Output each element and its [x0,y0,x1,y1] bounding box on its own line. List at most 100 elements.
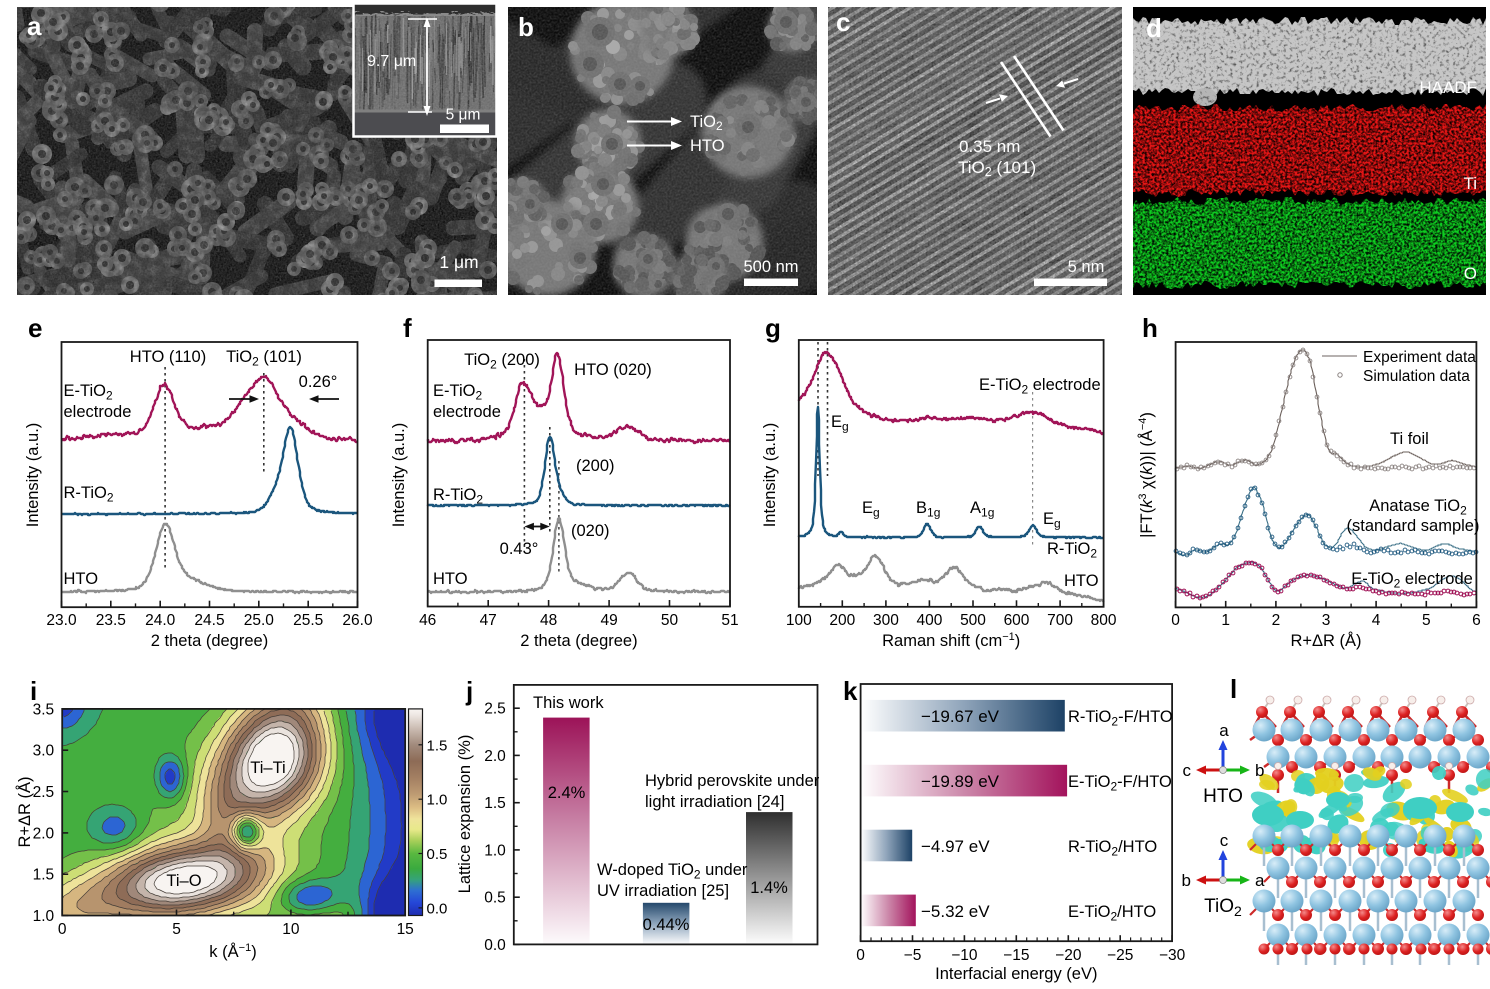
svg-text:2 theta (degree): 2 theta (degree) [151,632,268,650]
svg-text:5: 5 [1422,612,1431,629]
svg-text:TiO2 (200): TiO2 (200) [464,351,540,372]
svg-text:f: f [403,313,412,343]
svg-text:0.5: 0.5 [427,846,448,863]
svg-text:HTO: HTO [1064,572,1099,590]
svg-text:25.0: 25.0 [244,612,275,629]
svg-text:HAADF: HAADF [1419,78,1477,97]
svg-text:a: a [1255,871,1265,890]
svg-text:2.5: 2.5 [33,784,55,801]
svg-text:R-TiO2: R-TiO2 [1047,540,1097,561]
svg-text:5 μm: 5 μm [446,107,481,124]
svg-text:−5.32 eV: −5.32 eV [921,902,990,921]
svg-text:2.5: 2.5 [484,701,506,718]
svg-text:j: j [465,676,473,706]
svg-text:W-doped TiO2 under: W-doped TiO2 under [597,861,748,882]
svg-text:light irradiation [24]: light irradiation [24] [645,793,784,811]
svg-text:0: 0 [1171,612,1180,629]
svg-text:500: 500 [960,612,986,629]
svg-text:TiO2: TiO2 [1204,896,1242,919]
svg-text:R-TiO2/HTO: R-TiO2/HTO [1068,838,1157,859]
svg-text:Raman shift (cm−1): Raman shift (cm−1) [882,631,1020,650]
svg-text:g: g [765,313,781,343]
svg-text:2.4%: 2.4% [548,784,586,802]
svg-text:R-TiO2: R-TiO2 [64,484,114,505]
svg-text:h: h [1142,313,1158,343]
svg-text:R-TiO2: R-TiO2 [433,486,483,507]
svg-text:5 nm: 5 nm [1068,258,1105,276]
svg-text:A1g: A1g [970,499,994,520]
svg-text:1 μm: 1 μm [439,252,478,272]
svg-text:3.0: 3.0 [33,743,55,760]
svg-text:B1g: B1g [916,499,940,520]
svg-text:Ti foil: Ti foil [1390,430,1429,448]
svg-text:TiO2 (101): TiO2 (101) [226,348,302,369]
svg-text:23.0: 23.0 [46,612,77,629]
svg-text:700: 700 [1047,612,1073,629]
svg-text:(020): (020) [571,522,610,540]
svg-text:600: 600 [1004,612,1030,629]
svg-text:Intensity (a.u.): Intensity (a.u.) [390,423,408,528]
svg-text:E-TiO2: E-TiO2 [64,382,113,403]
svg-text:−10: −10 [951,947,978,964]
svg-text:9.7 μm: 9.7 μm [367,53,416,70]
svg-text:c: c [1183,761,1192,780]
svg-text:HTO: HTO [690,137,725,155]
svg-text:50: 50 [661,612,679,629]
svg-text:electrode: electrode [64,403,132,421]
svg-text:k: k [843,676,858,706]
svg-text:2.0: 2.0 [484,748,506,765]
svg-text:0.0: 0.0 [484,937,506,954]
svg-text:1: 1 [1221,612,1230,629]
svg-text:Hybrid perovskite under: Hybrid perovskite under [645,772,820,790]
svg-text:0: 0 [856,947,865,964]
svg-text:24.5: 24.5 [194,612,224,629]
svg-text:800: 800 [1091,612,1117,629]
svg-text:−19.89 eV: −19.89 eV [921,772,1000,791]
svg-text:1.5: 1.5 [33,867,55,884]
svg-text:47: 47 [480,612,497,629]
svg-text:500 nm: 500 nm [743,258,798,276]
svg-text:−4.97 eV: −4.97 eV [921,837,990,856]
svg-text:Simulation data: Simulation data [1363,368,1470,385]
svg-text:d: d [1146,13,1162,43]
svg-text:−15: −15 [1003,947,1029,964]
svg-text:25.5: 25.5 [293,612,323,629]
svg-text:1.0: 1.0 [427,792,448,809]
svg-text:46: 46 [419,612,436,629]
svg-text:2.0: 2.0 [33,825,55,842]
svg-text:10: 10 [282,921,300,938]
svg-text:R+ΔR (Å): R+ΔR (Å) [1290,631,1361,650]
svg-text:e: e [28,313,42,343]
svg-text:Ti: Ti [1463,174,1477,193]
svg-text:23.5: 23.5 [96,612,126,629]
svg-text:Experiment data: Experiment data [1363,349,1476,366]
svg-text:300: 300 [873,612,899,629]
svg-text:Eg: Eg [1043,510,1061,531]
svg-text:Intensity (a.u.): Intensity (a.u.) [761,423,779,528]
svg-text:0.0: 0.0 [427,900,448,917]
svg-text:O: O [1464,264,1477,283]
svg-text:4: 4 [1372,612,1381,629]
svg-text:1.0: 1.0 [484,842,506,859]
svg-text:1.0: 1.0 [33,908,55,925]
svg-text:200: 200 [829,612,855,629]
svg-text:5: 5 [172,921,181,938]
svg-text:E-TiO2-F/HTO: E-TiO2-F/HTO [1068,773,1172,794]
svg-text:HTO (110): HTO (110) [130,348,206,366]
svg-text:electrode: electrode [433,403,501,421]
svg-text:15: 15 [397,921,414,938]
svg-text:1.5: 1.5 [484,795,506,812]
svg-text:l: l [1230,674,1237,704]
svg-text:Intensity (a.u.): Intensity (a.u.) [24,423,42,528]
svg-text:1.5: 1.5 [427,737,448,754]
svg-text:TiO2: TiO2 [690,113,723,133]
svg-text:Eg: Eg [862,499,880,520]
svg-text:b: b [1182,871,1191,890]
svg-text:c: c [836,7,850,37]
svg-text:51: 51 [721,612,738,629]
svg-text:1.4%: 1.4% [750,879,788,897]
svg-text:26.0: 26.0 [342,612,373,629]
svg-text:HTO: HTO [433,570,468,588]
svg-text:400: 400 [916,612,942,629]
svg-text:E-TiO2 electrode: E-TiO2 electrode [979,376,1101,397]
